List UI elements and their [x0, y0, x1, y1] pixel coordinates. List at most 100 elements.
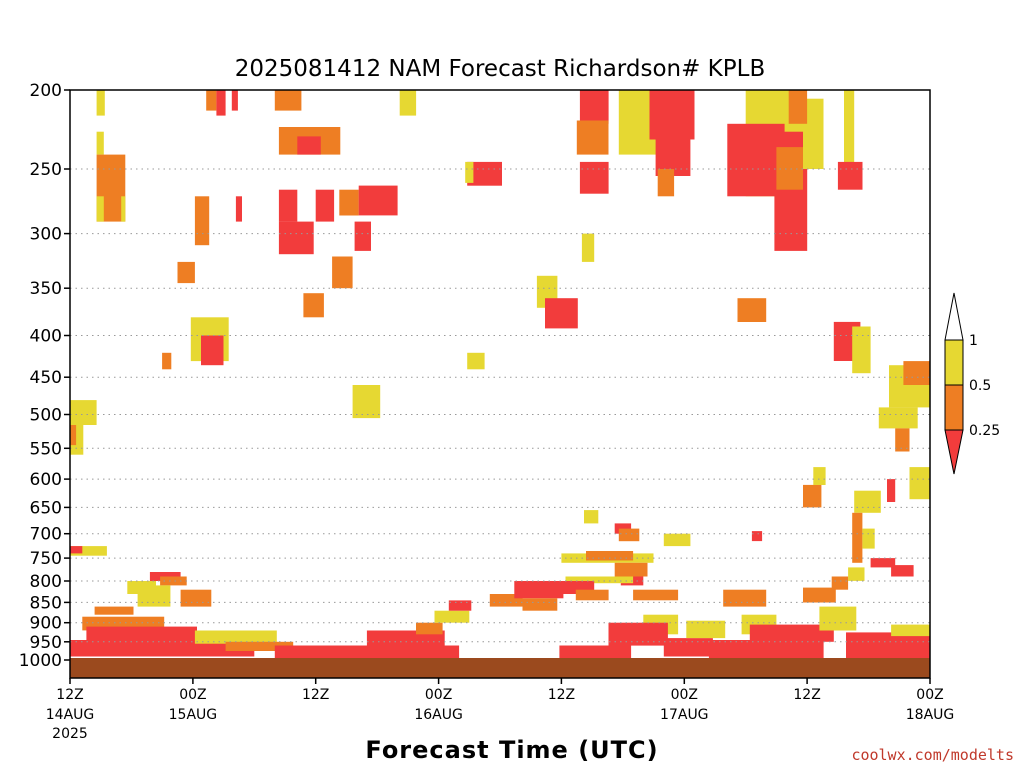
x-tick-date-3: 16AUG: [414, 707, 463, 723]
heatmap-cell-109: [749, 624, 834, 642]
colorbar-cap-bottom: [944, 429, 964, 475]
heatmap-cell-98: [522, 598, 558, 611]
y-axis: 200 250 300 350 400 450 500 550 600 650 700 750 8008…: [19, 81, 70, 671]
heatmap-cell-73: [618, 528, 640, 542]
x-tick-date-7: 18AUG: [906, 707, 955, 723]
heatmap-cell-28: [467, 352, 485, 370]
y-tick-label-300: 300: [30, 225, 62, 245]
heatmap-cell-32: [70, 425, 77, 446]
heatmap-cell-36: [576, 120, 609, 155]
heatmap-cell-0: [96, 90, 105, 116]
heatmap-cell-61: [803, 484, 822, 508]
heatmap-cell-114: [891, 624, 930, 637]
heatmap-cell-69: [891, 565, 914, 577]
y-tick-label-550: 550: [30, 439, 62, 459]
heatmap-cell-84: [94, 606, 134, 615]
heatmap-cell-49: [803, 98, 824, 169]
y-tick-label-650: 650: [30, 498, 62, 518]
heatmap-cell-107: [723, 589, 767, 607]
heatmap-cell-76: [614, 562, 648, 577]
heatmap-cell-101: [633, 589, 679, 601]
heatmap-cell-5: [206, 90, 217, 111]
heatmap-cell-68: [870, 558, 896, 568]
heatmap-cell-48: [776, 147, 803, 190]
heatmap-cell-20: [467, 161, 502, 186]
heatmap-cell-104: [559, 645, 632, 659]
y-tick-label-750: 750: [30, 549, 62, 569]
y-tick-label-250: 250: [30, 160, 62, 180]
heatmap-cell-91: [274, 645, 460, 659]
heatmap-cell-57: [903, 361, 930, 385]
heatmap-cell-110: [708, 640, 824, 659]
heatmap-cell-90: [225, 641, 294, 651]
heatmap-cell-70: [848, 567, 865, 581]
heatmap-cell-50: [788, 90, 808, 124]
heatmap-cell-53: [837, 161, 863, 190]
heatmap-cell-30: [70, 400, 97, 425]
heatmap-cells: [70, 90, 930, 659]
y-tick-label-1000: 1000: [19, 651, 62, 671]
heatmap-cell-12: [315, 189, 335, 222]
heatmap-cell-87: [86, 626, 197, 642]
heatmap-cell-16: [354, 221, 371, 251]
heatmap-cell-64: [887, 479, 896, 502]
heatmap-cell-33: [70, 546, 107, 556]
heatmap-cell-4: [121, 196, 126, 222]
site-credit[interactable]: coolwx.com/modelts: [851, 746, 1014, 764]
x-tick-date-5: 17AUG: [660, 707, 709, 723]
colorbar-label-1: 0.5: [969, 378, 991, 394]
heatmap-cell-52: [844, 90, 855, 183]
y-tick-label-200: 200: [30, 81, 62, 101]
x-tick-label-1: 00Z: [179, 687, 206, 703]
heatmap-cell-103: [608, 622, 668, 646]
heatmap-cell-3: [96, 196, 104, 222]
heatmap-cell-11: [278, 189, 298, 222]
heatmap-cell-35: [579, 90, 609, 124]
heatmap-cell-100: [575, 589, 609, 601]
y-tick-label-450: 450: [30, 368, 62, 388]
x-tick-label-4: 12Z: [548, 687, 575, 703]
heatmap-cell-25: [194, 196, 210, 246]
heatmap-cell-75: [586, 551, 634, 561]
heatmap-cell-10: [297, 136, 321, 155]
heatmap-cell-67: [751, 531, 763, 542]
heatmap-cell-79: [663, 533, 691, 547]
plot-frame: [69, 89, 931, 679]
heatmap-cell-26: [235, 196, 242, 222]
heatmap-cell-37: [579, 161, 609, 194]
grid-lines: [70, 168, 930, 643]
heatmap-cell-105: [663, 638, 713, 657]
heatmap-cell-21: [465, 161, 474, 183]
x-tick-label-7: 00Z: [916, 687, 943, 703]
heatmap-cell-78: [565, 576, 634, 584]
heatmap-cell-112: [819, 606, 857, 631]
heatmap-cell-55: [852, 326, 871, 374]
x-tick-label-3: 00Z: [425, 687, 452, 703]
heatmap-cell-95: [448, 600, 472, 611]
heatmap-cell-19: [399, 90, 417, 116]
heatmap-cell-83: [137, 585, 171, 607]
y-tick-label-850: 850: [30, 593, 62, 613]
heatmap-cell-113: [846, 632, 930, 659]
heatmap-cell-8: [274, 90, 302, 111]
heatmap-cell-27: [162, 352, 172, 370]
y-tick-label-400: 400: [30, 327, 62, 347]
heatmap-cell-94: [434, 610, 470, 623]
heatmap-cell-59: [895, 428, 910, 452]
colorbar-band-orange: [944, 384, 964, 431]
colorbar-band-yellow: [944, 339, 964, 386]
heatmap-cell-58: [878, 407, 918, 429]
colorbar: 1 0.5 0.25: [944, 292, 1000, 475]
heatmap-cell-88: [70, 640, 255, 657]
x-tick-date-0: 14AUG: [46, 707, 95, 723]
heatmap-cell-7: [231, 90, 238, 111]
y-tick-label-800: 800: [30, 572, 62, 592]
heatmap-cell-81: [160, 576, 187, 586]
heatmap-cell-24: [201, 335, 224, 366]
x-tick-date-1: 15AUG: [169, 707, 218, 723]
colorbar-label-2: 0.25: [969, 423, 1000, 439]
heatmap-cell-43: [545, 298, 578, 329]
heatmap-cell-60: [909, 467, 930, 500]
heatmap-cell-111: [803, 587, 836, 603]
heatmap-cell-97: [514, 581, 564, 599]
